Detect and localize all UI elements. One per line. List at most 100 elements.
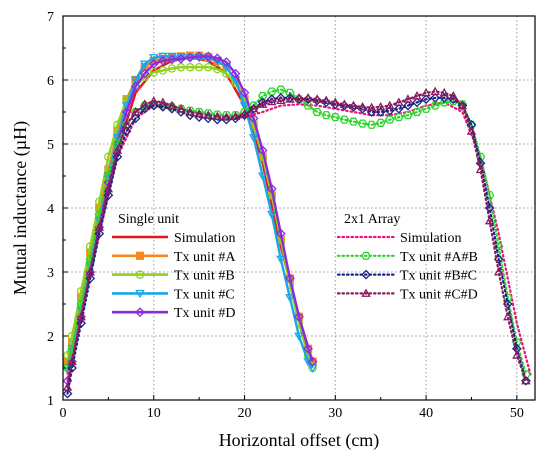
legend-marker bbox=[135, 251, 145, 260]
data-point bbox=[384, 105, 395, 116]
legend-label: Simulation bbox=[400, 231, 461, 246]
data-point bbox=[230, 111, 241, 121]
data-point bbox=[139, 68, 150, 79]
series-line bbox=[66, 101, 532, 382]
data-point bbox=[403, 111, 413, 120]
data-point bbox=[294, 92, 304, 102]
x-tick-label: 20 bbox=[238, 406, 252, 421]
data-point bbox=[285, 273, 295, 284]
y-tick-label: 4 bbox=[47, 202, 54, 217]
legend-label: Simulation bbox=[174, 231, 235, 246]
data-point bbox=[512, 350, 522, 359]
data-point bbox=[521, 370, 531, 379]
data-point bbox=[185, 106, 195, 115]
data-point bbox=[267, 96, 277, 106]
data-point bbox=[276, 95, 286, 105]
data-point bbox=[521, 375, 531, 386]
x-tick-label: 0 bbox=[60, 406, 67, 421]
data-point bbox=[475, 152, 486, 161]
legend-label: Tx unit #C#D bbox=[400, 287, 478, 302]
legend-label: Tx unit #A bbox=[174, 250, 236, 265]
data-point bbox=[76, 311, 86, 321]
data-point bbox=[421, 87, 431, 97]
legend-marker bbox=[135, 307, 145, 318]
data-point bbox=[112, 151, 123, 162]
y-tick-label: 5 bbox=[47, 138, 54, 153]
data-point bbox=[285, 94, 295, 103]
data-point bbox=[375, 107, 386, 117]
data-point bbox=[248, 103, 259, 113]
series-line bbox=[66, 90, 528, 389]
legend-label: Tx unit #B bbox=[174, 269, 235, 284]
data-point bbox=[430, 93, 441, 103]
data-point bbox=[348, 100, 359, 110]
data-point bbox=[67, 363, 77, 373]
series-5 bbox=[66, 101, 532, 382]
legend-label: Tx unit #A#B bbox=[400, 250, 478, 265]
series-layer bbox=[62, 51, 532, 399]
y-tick-label: 6 bbox=[47, 74, 54, 89]
data-point bbox=[493, 267, 504, 276]
series-line bbox=[66, 65, 314, 369]
data-point bbox=[275, 93, 286, 103]
data-point bbox=[294, 311, 304, 322]
data-point bbox=[503, 311, 513, 321]
data-point bbox=[76, 318, 87, 329]
data-point bbox=[403, 100, 413, 111]
data-point bbox=[67, 356, 77, 366]
tick-labels: 0 10 20 30 40 50 1 2 3 4 5 6 7 bbox=[47, 10, 524, 421]
data-point bbox=[221, 112, 232, 121]
data-point bbox=[167, 54, 177, 65]
legend: Single unit Simulation Tx unit #A Tx unit #… bbox=[112, 212, 478, 321]
data-point bbox=[62, 388, 73, 399]
data-point bbox=[394, 97, 404, 106]
y-tick-label: 2 bbox=[47, 330, 54, 345]
data-point bbox=[375, 118, 386, 127]
data-point bbox=[357, 119, 368, 128]
x-tick-label: 40 bbox=[419, 406, 433, 421]
data-point bbox=[439, 93, 450, 103]
data-point bbox=[448, 91, 459, 100]
grid-lines bbox=[63, 16, 535, 400]
data-point bbox=[412, 97, 422, 108]
data-point bbox=[267, 87, 277, 96]
x-axis-label: Horizontal offset (cm) bbox=[219, 430, 380, 451]
data-point bbox=[248, 113, 259, 124]
data-point bbox=[339, 99, 350, 108]
data-point bbox=[275, 228, 286, 239]
legend-marker bbox=[361, 288, 371, 297]
data-point bbox=[194, 108, 204, 118]
data-point bbox=[176, 54, 186, 64]
data-point bbox=[385, 100, 395, 110]
data-point bbox=[212, 53, 223, 64]
y-axis-label: Mutual inductance (µH) bbox=[10, 121, 31, 295]
data-point bbox=[484, 215, 495, 225]
data-point bbox=[312, 94, 322, 103]
data-point bbox=[139, 60, 150, 69]
data-point bbox=[276, 85, 286, 94]
data-point bbox=[257, 172, 268, 181]
data-point bbox=[203, 110, 213, 119]
data-point bbox=[457, 100, 468, 110]
legend-label: Tx unit #C bbox=[174, 287, 235, 302]
data-point bbox=[430, 86, 440, 96]
data-point bbox=[266, 94, 277, 105]
data-point bbox=[257, 97, 268, 108]
x-tick-label: 30 bbox=[328, 406, 342, 421]
data-point bbox=[158, 66, 168, 75]
data-point bbox=[385, 115, 395, 124]
data-point bbox=[239, 107, 250, 117]
legend-marker bbox=[361, 269, 371, 280]
axis-ticks bbox=[62, 15, 518, 401]
data-point bbox=[203, 51, 214, 62]
data-point bbox=[257, 91, 268, 101]
data-point bbox=[194, 62, 204, 72]
data-point bbox=[521, 375, 531, 385]
data-point bbox=[62, 382, 73, 391]
data-point bbox=[121, 119, 132, 129]
legend-group-title: 2x1 Array bbox=[344, 212, 400, 227]
legend-label: Tx unit #B#C bbox=[400, 269, 477, 284]
data-point bbox=[221, 63, 232, 73]
data-point bbox=[185, 62, 195, 72]
